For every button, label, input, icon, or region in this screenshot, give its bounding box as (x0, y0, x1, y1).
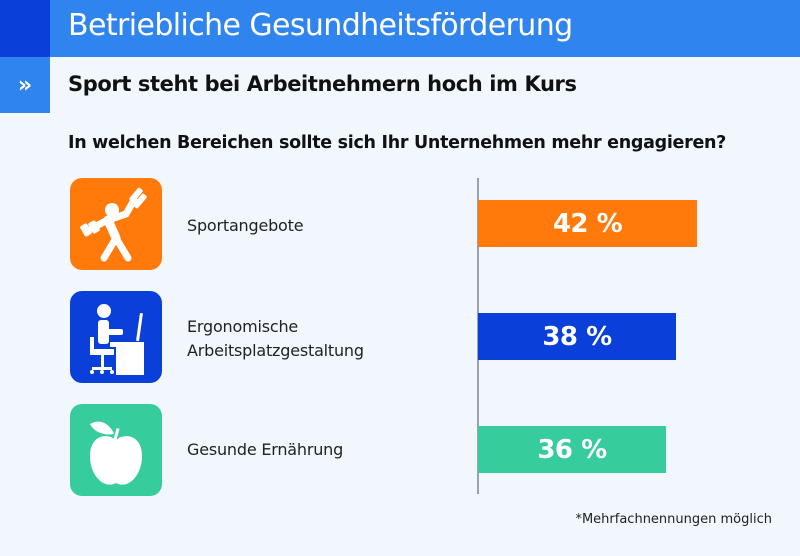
bar-value-label: 36 % (537, 434, 607, 465)
category-label: Gesunde Ernährung (187, 440, 344, 459)
desk-worker-icon (70, 291, 162, 383)
bar-sportangebote: 42 % (478, 200, 697, 247)
chart-title: In welchen Bereichen sollte sich Ihr Unt… (68, 133, 727, 153)
dumbbell-exercise-icon (70, 178, 162, 270)
bar-value-label: 38 % (542, 321, 612, 352)
category-label: Ergonomische Arbeitsplatzgestaltung (187, 315, 364, 363)
bar-value-label: 42 % (552, 208, 623, 239)
bar-ergonomie: 38 % (478, 313, 676, 360)
page-title: Betriebliche Gesundheitsförderung (68, 8, 573, 43)
category-label-line: Arbeitsplatzgestaltung (187, 341, 364, 360)
header-accent-block (0, 0, 50, 57)
apple-icon (70, 404, 162, 496)
header-bar (50, 0, 800, 57)
bar-ernaehrung: 36 % (478, 426, 666, 473)
subtitle: Sport steht bei Arbeitnehmern hoch im Ku… (68, 72, 577, 96)
footnote: *Mehrfachnennungen möglich (575, 512, 772, 527)
chevron-double-right-icon: » (0, 57, 50, 113)
category-label: Sportangebote (187, 216, 304, 235)
category-label-line: Ergonomische (187, 317, 299, 336)
